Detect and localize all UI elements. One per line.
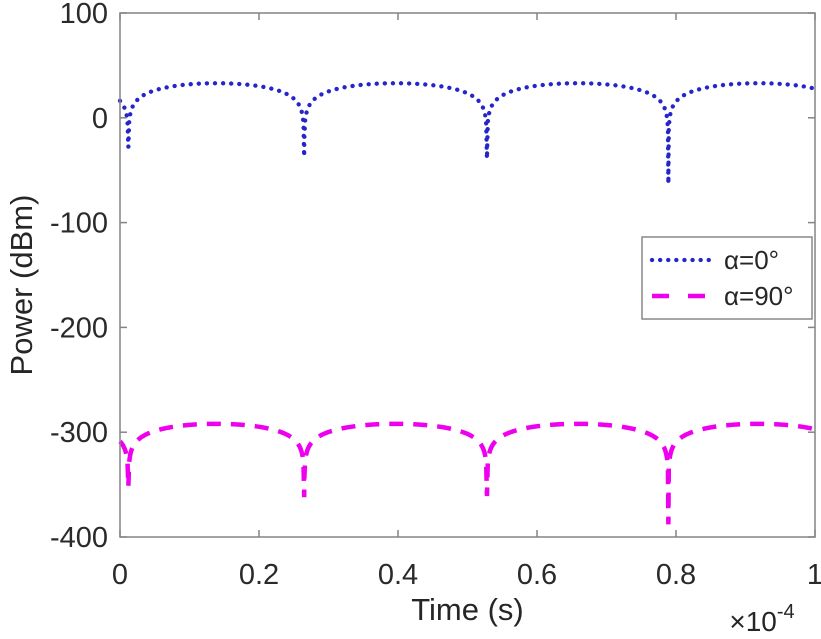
y-tick-label: -300	[50, 417, 108, 449]
multiplier-exponent: -4	[777, 601, 795, 623]
x-axis-multiplier: ×10-4	[729, 601, 794, 637]
y-tick-label: 100	[60, 0, 108, 30]
y-tick-label: -400	[50, 522, 108, 554]
legend-label-alpha-90: α=90°	[724, 281, 794, 311]
x-tick-label: 0.6	[517, 559, 557, 591]
x-axis-label: Time (s)	[411, 592, 524, 627]
x-tick-label: 0	[112, 559, 128, 591]
axes-box	[119, 12, 816, 538]
y-tick-label: 0	[92, 103, 108, 135]
multiplier-base: ×10	[729, 606, 777, 637]
series-line-alpha-90	[118, 421, 816, 525]
y-axis-label: Power (dBm)	[4, 195, 39, 376]
legend-label-alpha-0: α=0°	[724, 245, 779, 275]
x-tick-label: 1	[807, 559, 821, 591]
legend-box	[641, 236, 813, 320]
x-tick-label: 0.8	[656, 559, 696, 591]
series-line-alpha-0	[117, 81, 817, 184]
y-tick-label: -100	[50, 208, 108, 240]
y-tick-label: -200	[50, 312, 108, 344]
x-tick-label: 0.2	[239, 559, 279, 591]
x-tick-label: 0.4	[378, 559, 418, 591]
